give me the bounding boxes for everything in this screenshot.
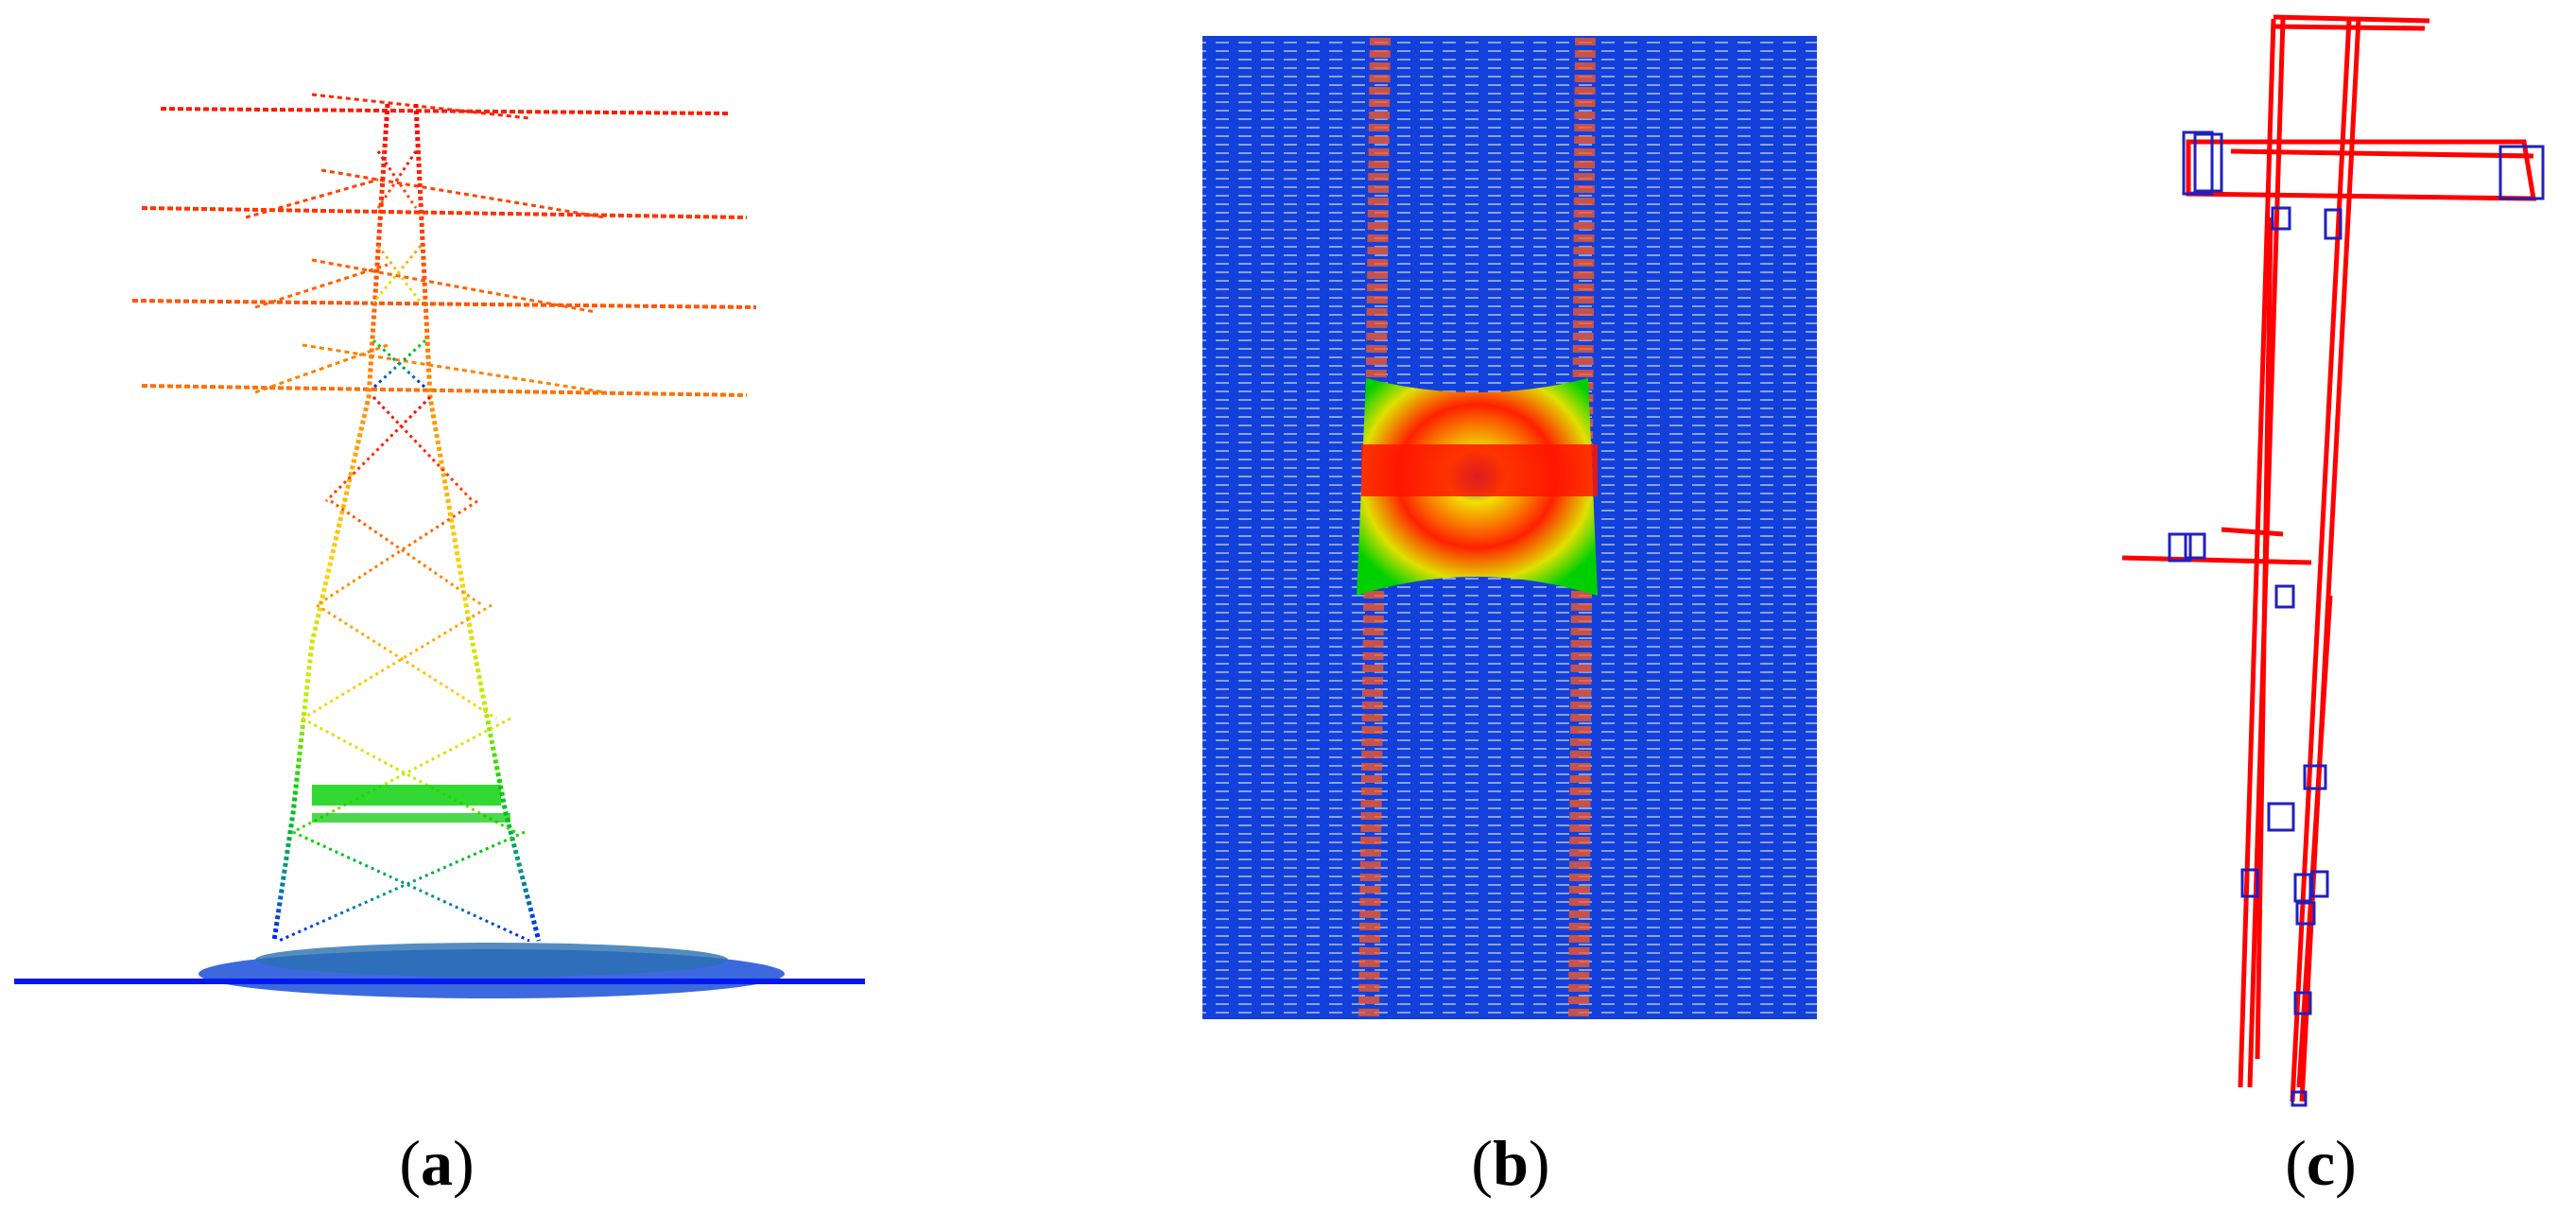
caption-b-letter: b xyxy=(1493,1127,1529,1199)
tower-top-point-cloud xyxy=(1202,36,1817,1020)
caption-a-open: ( xyxy=(399,1127,421,1199)
caption-c-close: ) xyxy=(2335,1127,2357,1199)
caption-c: (c) xyxy=(2226,1131,2415,1195)
panel-c xyxy=(2099,0,2576,1116)
tower-side-point-cloud xyxy=(14,93,865,998)
caption-a-letter: a xyxy=(421,1127,453,1199)
panel-b xyxy=(1191,28,1834,1031)
caption-a-close: ) xyxy=(453,1127,475,1199)
tower-skeleton-model xyxy=(2121,14,2545,1107)
caption-c-open: ( xyxy=(2285,1127,2307,1199)
caption-a: (a) xyxy=(342,1131,531,1195)
panel-a xyxy=(0,57,889,1031)
caption-b: (b) xyxy=(1416,1131,1605,1195)
caption-b-open: ( xyxy=(1471,1127,1494,1199)
caption-b-close: ) xyxy=(1528,1127,1550,1199)
caption-c-letter: c xyxy=(2306,1127,2336,1199)
